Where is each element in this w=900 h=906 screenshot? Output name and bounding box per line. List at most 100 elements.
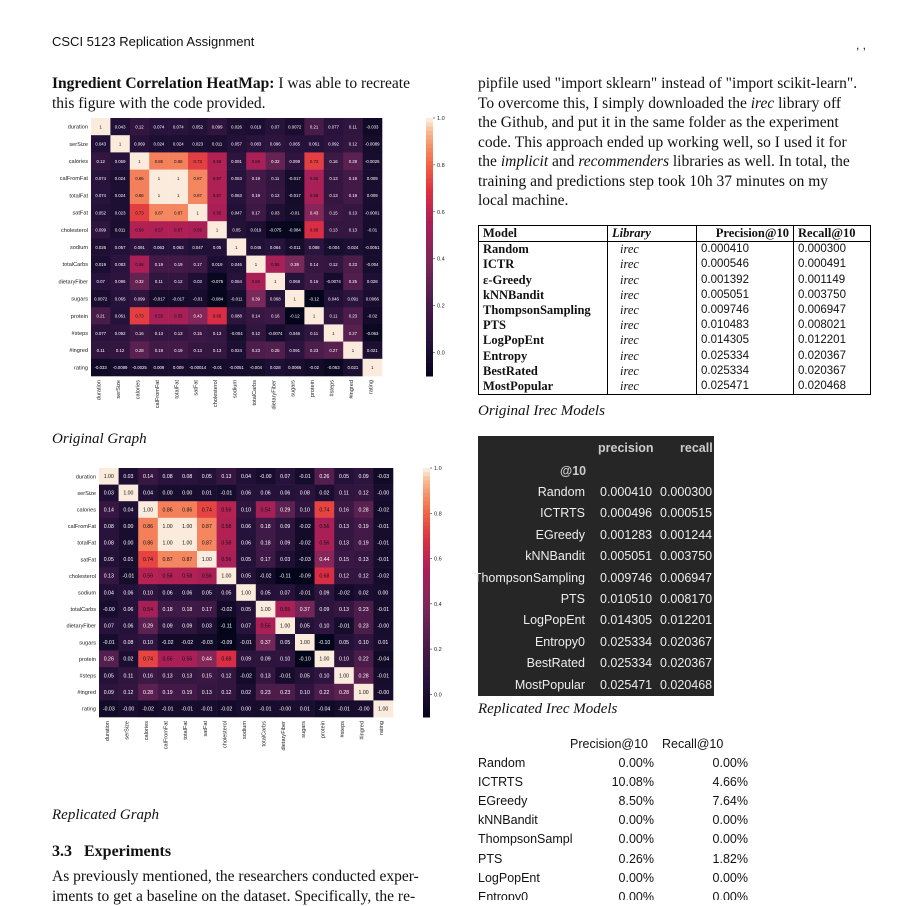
heatmap-cell-label: 0.046	[289, 331, 300, 336]
heatmap-cell-label: 0.05	[221, 590, 231, 596]
heatmap-cell-label: 0.07	[280, 590, 290, 596]
heatmap-cell-label: -0.12	[290, 314, 300, 319]
heatmap-cell-label: 0.10	[339, 657, 349, 663]
heatmap-cell-label: 0.06	[241, 491, 251, 497]
heatmap-cell-label: 0.23	[310, 348, 319, 353]
heatmap-col-tick-label: protein	[310, 380, 316, 397]
heatmap-cell-label: -0.02	[162, 640, 174, 646]
colorbar-segment	[426, 324, 433, 329]
heatmap-cell-label: 0.13	[339, 607, 349, 613]
heatmap-cell-label: -0.01	[377, 673, 389, 679]
heatmap-cell-label: 0.074	[95, 193, 106, 198]
colorbar-segment	[426, 140, 433, 145]
heatmap-cell-label: -0.011	[231, 296, 243, 301]
pct-precision-value: 8.50%	[619, 794, 654, 808]
heatmap-cell-label: 0.08	[104, 524, 114, 530]
table-cell: 0.001392	[697, 273, 794, 288]
colorbar-segment	[426, 337, 433, 342]
heatmap-cell-label: 0.009	[173, 365, 184, 370]
heatmap-cell-label: 0.12	[174, 279, 183, 284]
heatmap-cell-label: 0.27	[349, 331, 358, 336]
heatmap-cell-label: 0.00	[123, 524, 133, 530]
heatmap-cell-label: -0.0074	[268, 331, 283, 336]
heatmap-cell-label: 0.069	[134, 142, 145, 147]
pct-recall-value: 0.00%	[713, 890, 748, 900]
table-row-label: MostPopular	[515, 678, 585, 692]
heatmap-cell-label: 0.14	[252, 314, 261, 319]
heatmap-cell-label: -0.00014	[189, 365, 207, 370]
heatmap-cell-label: 0.12	[271, 193, 280, 198]
heatmap-cell-label: -0.10	[299, 657, 311, 663]
heatmap-cell-label: -0.00	[377, 491, 389, 497]
heatmap-cell-label: 1.00	[359, 690, 369, 696]
heatmap-cell-label: -0.0001	[365, 210, 380, 215]
colorbar-segment	[426, 152, 433, 157]
heatmap-cell-label: 0.21	[97, 314, 106, 319]
heatmap-cell-label: 0.03	[202, 624, 212, 630]
precision-value: 0.025334	[600, 656, 652, 670]
heatmap-cell-label: 0.39	[291, 262, 300, 267]
heatmap-cell-label: 0.06	[182, 590, 192, 596]
col-precision-header: precision	[598, 441, 654, 455]
heatmap-cell-label: 0.26	[104, 657, 114, 663]
heatmap-cell-label: 0.052	[95, 210, 106, 215]
table-cell: BestRated	[479, 364, 608, 379]
precision-value: 0.014305	[600, 613, 652, 627]
heatmap-cell-label: 0.55	[280, 607, 290, 613]
heatmap-cell-label: 0.05	[241, 557, 251, 563]
heatmap-row-tick-label: #ingred	[77, 690, 96, 696]
colorbar-segment	[426, 277, 433, 282]
recall-value: 0.000300	[660, 485, 712, 499]
table-cell: irec	[608, 303, 697, 318]
heatmap-cell-label: 0.13	[349, 228, 358, 233]
colorbar-segment	[426, 350, 433, 355]
pct-recall-value: 1.82%	[713, 852, 748, 866]
heatmap-cell-label: 0.063	[154, 245, 165, 250]
colorbar-segment	[423, 514, 430, 519]
heatmap-cell-label: 0.077	[328, 124, 339, 129]
colorbar-segment	[426, 320, 433, 325]
heatmap-cell-label: 0.04	[123, 507, 133, 513]
text-run: local machine.	[478, 192, 568, 209]
heatmap-cell-label: 0.55	[310, 193, 319, 198]
colorbar-segment	[423, 622, 430, 627]
heatmap-cell-label: 0.088	[309, 245, 320, 250]
heatmap-cell-label: 0.13	[359, 557, 369, 563]
heatmap-cell-label: -0.0025	[365, 159, 380, 164]
heatmap-cell-label: -0.02	[220, 607, 232, 613]
heatmap-cell-label: 1.00	[202, 557, 212, 563]
heatmap-row-tick-label: satFat	[80, 557, 96, 563]
pct-recall-value: 4.66%	[713, 775, 748, 789]
heatmap-cell-label: 0.011	[115, 228, 126, 233]
heatmap-cell-label: -0.0051	[229, 365, 244, 370]
pct-precision-value: 10.08%	[612, 775, 654, 789]
heatmap-row-tick-label: totalFat	[69, 193, 88, 199]
colorbar-segment	[426, 226, 433, 231]
heatmap-cell-label: 1.00	[378, 707, 388, 713]
table-cell: irec	[608, 333, 697, 348]
heatmap-row-tick-label: cholesterol	[69, 574, 96, 580]
colorbar-segment	[423, 700, 430, 705]
heatmap-cell-label: 0.088	[231, 314, 242, 319]
colorbar-segment	[423, 696, 430, 701]
heatmap-cell-label: 0.091	[348, 296, 359, 301]
heatmap-cell-label: 0.22	[319, 690, 329, 696]
colorbar-segment	[426, 161, 433, 166]
running-title: CSCI 5123 Replication Assignment	[52, 34, 254, 49]
colorbar-segment	[426, 127, 433, 132]
colorbar-segment	[423, 568, 430, 573]
heatmap-cell-label: -0.017	[153, 296, 166, 301]
table-row-label: Entropy0	[535, 635, 585, 649]
heatmap-cell-label: 0.12	[135, 124, 144, 129]
table-cell: 0.008021	[794, 318, 871, 333]
heatmap-cell-label: 0.00	[163, 491, 173, 497]
heatmap-cell-label: 0.06	[280, 491, 290, 497]
pct-row-label: ThompsonSampl	[478, 832, 573, 846]
heatmap-cell-label: 0.092	[328, 142, 339, 147]
heatmap-cell-label: 0.87	[155, 210, 164, 215]
colorbar-segment	[426, 195, 433, 200]
heatmap-cell-label: 0.13	[194, 348, 203, 353]
heatmap-cell-label: 0.73	[135, 210, 144, 215]
heatmap-cell-label: -0.063	[327, 365, 340, 370]
